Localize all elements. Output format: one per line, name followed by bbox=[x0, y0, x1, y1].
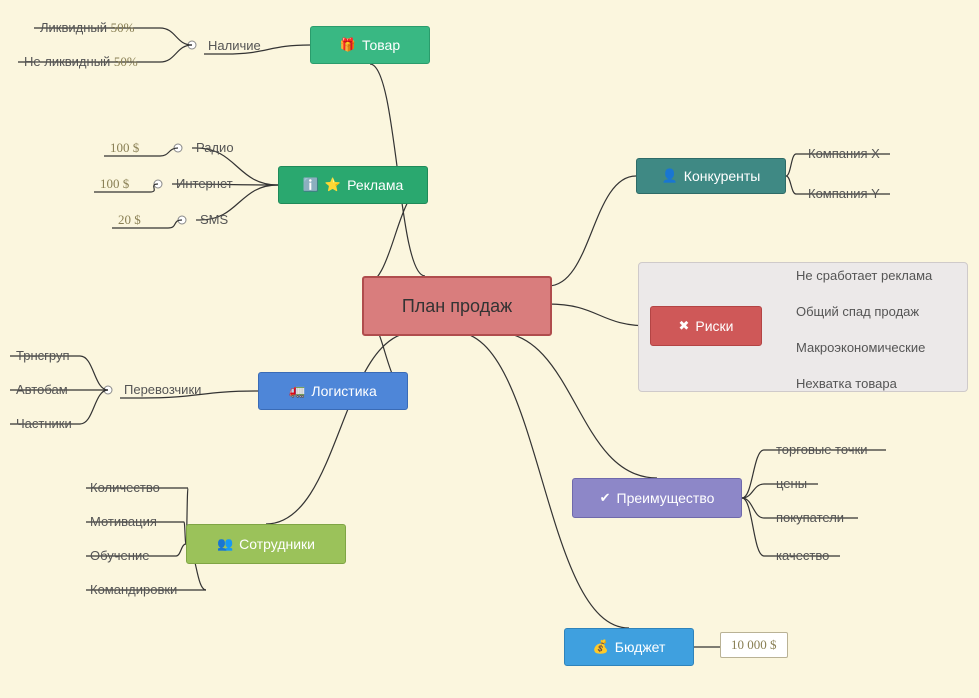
leaf-logistika: Перевозчики bbox=[124, 382, 201, 397]
sotrudniki-label: Сотрудники bbox=[239, 536, 315, 552]
reklama-icon: ℹ️ bbox=[303, 177, 319, 193]
leaf-reklama: SMS bbox=[200, 212, 228, 227]
node-logistika[interactable]: 🚛 Логистика bbox=[258, 372, 408, 410]
leaf-reklama: Интернет bbox=[176, 176, 233, 191]
leaf-value: 100 $ bbox=[110, 140, 139, 156]
leaf-preim: цены bbox=[776, 476, 807, 491]
subleaf: Частники bbox=[16, 416, 72, 431]
konkurenty-label: Конкуренты bbox=[684, 168, 761, 184]
budget-icon: 💰 bbox=[593, 639, 609, 655]
node-reklama[interactable]: ℹ️ ⭐ Реклама bbox=[278, 166, 428, 204]
center-node[interactable]: План продаж bbox=[362, 276, 552, 336]
budget-value: 10 000 $ bbox=[720, 632, 788, 658]
leaf-preim: торговые точки bbox=[776, 442, 868, 457]
leaf-riski: Общий спад продаж bbox=[796, 304, 919, 319]
leaf-value: 20 $ bbox=[118, 212, 141, 228]
leaf-tovar: Наличие bbox=[208, 38, 261, 53]
tovar-icon: 🎁 bbox=[340, 37, 356, 53]
reklama-label: Реклама bbox=[347, 177, 403, 193]
node-riski[interactable]: ✖ Риски bbox=[650, 306, 762, 346]
sotrudniki-icon: 👥 bbox=[217, 536, 233, 552]
budget-label: Бюджет bbox=[615, 639, 666, 655]
subleaf: Не ликвидный 50% bbox=[24, 54, 138, 70]
konkurenty-icon: 👤 bbox=[662, 168, 678, 184]
leaf-preim: качество bbox=[776, 548, 829, 563]
leaf-sotrudniki: Командировки bbox=[90, 582, 177, 597]
tovar-label: Товар bbox=[362, 37, 400, 53]
riski-label: Риски bbox=[695, 318, 733, 334]
leaf-sotrudniki: Количество bbox=[90, 480, 160, 495]
leaf-value: 100 $ bbox=[100, 176, 129, 192]
reklama-icon2: ⭐ bbox=[325, 177, 341, 193]
leaf-sotrudniki: Обучение bbox=[90, 548, 149, 563]
logistika-label: Логистика bbox=[311, 383, 376, 399]
node-tovar[interactable]: 🎁 Товар bbox=[310, 26, 430, 64]
leaf-sotrudniki: Мотивация bbox=[90, 514, 157, 529]
preim-label: Преимущество bbox=[617, 490, 715, 506]
riski-icon: ✖ bbox=[678, 318, 689, 334]
leaf-reklama: Радио bbox=[196, 140, 234, 155]
node-budget[interactable]: 💰 Бюджет bbox=[564, 628, 694, 666]
leaf-preim: покупатели bbox=[776, 510, 844, 525]
preim-icon: ✔ bbox=[600, 490, 611, 506]
node-sotrudniki[interactable]: 👥 Сотрудники bbox=[186, 524, 346, 564]
subleaf: Автобам bbox=[16, 382, 68, 397]
leaf-riski: Не сработает реклама bbox=[796, 268, 932, 283]
leaf-konkurenty: Компания Х bbox=[808, 146, 880, 161]
node-preim[interactable]: ✔ Преимущество bbox=[572, 478, 742, 518]
center-label: План продаж bbox=[402, 296, 512, 317]
node-konkurenty[interactable]: 👤 Конкуренты bbox=[636, 158, 786, 194]
subleaf: Ликвидный 50% bbox=[40, 20, 134, 36]
logistika-icon: 🚛 bbox=[289, 383, 305, 399]
leaf-konkurenty: Компания Y bbox=[808, 186, 880, 201]
leaf-riski: Нехватка товара bbox=[796, 376, 897, 391]
leaf-riski: Макроэкономические bbox=[796, 340, 925, 355]
subleaf: Трнсгруп bbox=[16, 348, 70, 363]
